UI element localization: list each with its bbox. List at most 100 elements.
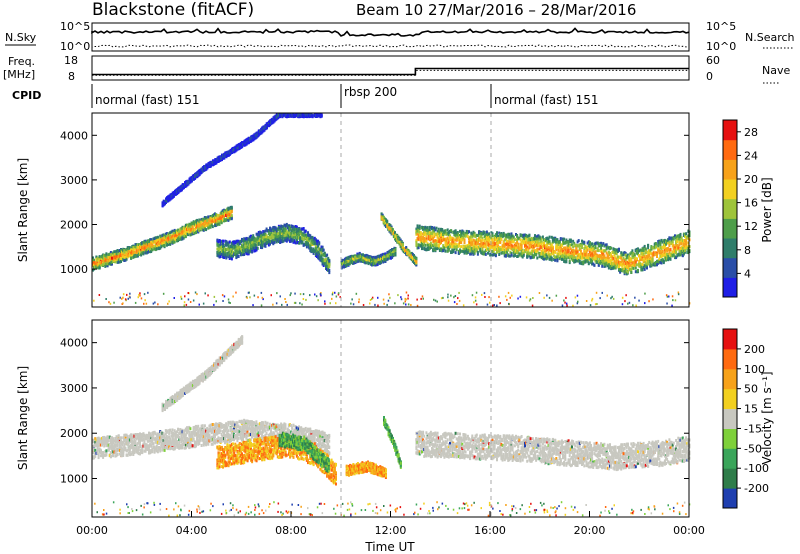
power-point xyxy=(309,113,312,117)
power-point xyxy=(311,241,314,245)
power-point xyxy=(400,246,403,250)
power-point xyxy=(468,240,470,244)
power-point xyxy=(125,253,128,257)
power-point xyxy=(227,150,230,154)
power-point xyxy=(137,252,140,256)
power-point xyxy=(254,239,257,243)
power-point xyxy=(228,254,231,258)
power-point xyxy=(267,235,270,239)
power-point xyxy=(375,260,378,264)
power-point xyxy=(280,231,283,235)
power-point xyxy=(541,248,544,252)
power-point xyxy=(479,238,482,242)
power-point xyxy=(425,228,428,232)
power-point xyxy=(476,252,479,256)
power-point xyxy=(473,239,476,243)
power-point xyxy=(503,244,506,248)
power-point xyxy=(423,239,426,243)
power-point xyxy=(177,235,180,239)
power-point xyxy=(300,237,303,241)
power-point xyxy=(291,234,294,238)
power-point xyxy=(162,237,165,240)
power-point xyxy=(318,241,321,245)
power-point xyxy=(548,235,551,239)
power-point xyxy=(536,237,539,241)
power-point xyxy=(277,234,280,238)
power-point xyxy=(197,224,200,228)
power-point xyxy=(497,237,500,241)
power-point xyxy=(539,245,542,249)
power-point xyxy=(496,248,498,251)
power-point xyxy=(125,257,128,261)
power-point xyxy=(248,243,251,247)
power-point xyxy=(293,228,296,232)
power-point xyxy=(292,230,295,234)
power-point xyxy=(481,252,484,255)
power-point xyxy=(416,224,419,228)
power-point xyxy=(309,244,312,248)
power-point xyxy=(501,248,504,251)
power-point xyxy=(310,239,313,243)
power-point xyxy=(328,268,331,272)
power-point xyxy=(184,232,187,236)
power-point xyxy=(198,226,201,229)
power-point xyxy=(218,216,221,220)
power-point xyxy=(351,257,354,261)
power-point xyxy=(106,256,109,259)
power-point xyxy=(96,265,99,269)
power-point xyxy=(483,242,486,246)
power-point xyxy=(277,238,280,242)
power-point xyxy=(256,242,259,246)
power-point xyxy=(150,250,153,253)
power-point xyxy=(432,248,435,252)
power-point xyxy=(225,218,228,222)
power-point xyxy=(397,237,400,241)
power-point xyxy=(158,241,160,245)
power-point xyxy=(299,230,302,234)
power-point xyxy=(255,243,258,247)
power-point xyxy=(217,250,220,254)
power-point xyxy=(492,244,495,248)
power-point xyxy=(234,244,237,248)
power-point xyxy=(179,185,182,189)
power-point xyxy=(228,257,231,260)
power-point xyxy=(269,242,271,246)
power-point xyxy=(297,231,299,235)
power-point xyxy=(234,146,237,150)
power-point xyxy=(340,258,343,262)
power-point xyxy=(218,255,221,259)
power-point xyxy=(399,238,402,242)
power-point xyxy=(295,230,298,234)
power-point xyxy=(291,113,294,117)
power-point xyxy=(468,244,470,248)
power-point xyxy=(396,236,399,240)
power-point xyxy=(327,269,330,272)
power-point xyxy=(517,249,520,253)
power-point xyxy=(310,236,313,240)
power-point xyxy=(183,231,186,235)
power-point xyxy=(468,246,470,250)
power-point xyxy=(205,228,208,232)
power-point xyxy=(195,231,197,235)
power-point xyxy=(460,233,463,237)
power-point xyxy=(165,238,168,242)
power-point xyxy=(503,249,506,252)
power-point xyxy=(446,249,449,253)
power-point xyxy=(419,239,422,243)
power-point xyxy=(455,238,458,242)
power-point xyxy=(132,252,135,256)
power-point xyxy=(304,113,307,117)
power-point xyxy=(206,166,209,170)
power-point xyxy=(516,238,519,242)
power-point xyxy=(98,264,101,268)
power-point xyxy=(237,243,240,247)
freq-tick-bottom: 8 xyxy=(68,70,75,83)
power-point xyxy=(176,239,178,243)
power-point xyxy=(184,181,186,185)
power-point xyxy=(262,129,265,133)
power-point xyxy=(389,230,392,234)
power-point xyxy=(242,143,245,146)
power-point xyxy=(322,262,325,266)
power-point xyxy=(227,152,230,156)
power-point xyxy=(134,254,137,258)
